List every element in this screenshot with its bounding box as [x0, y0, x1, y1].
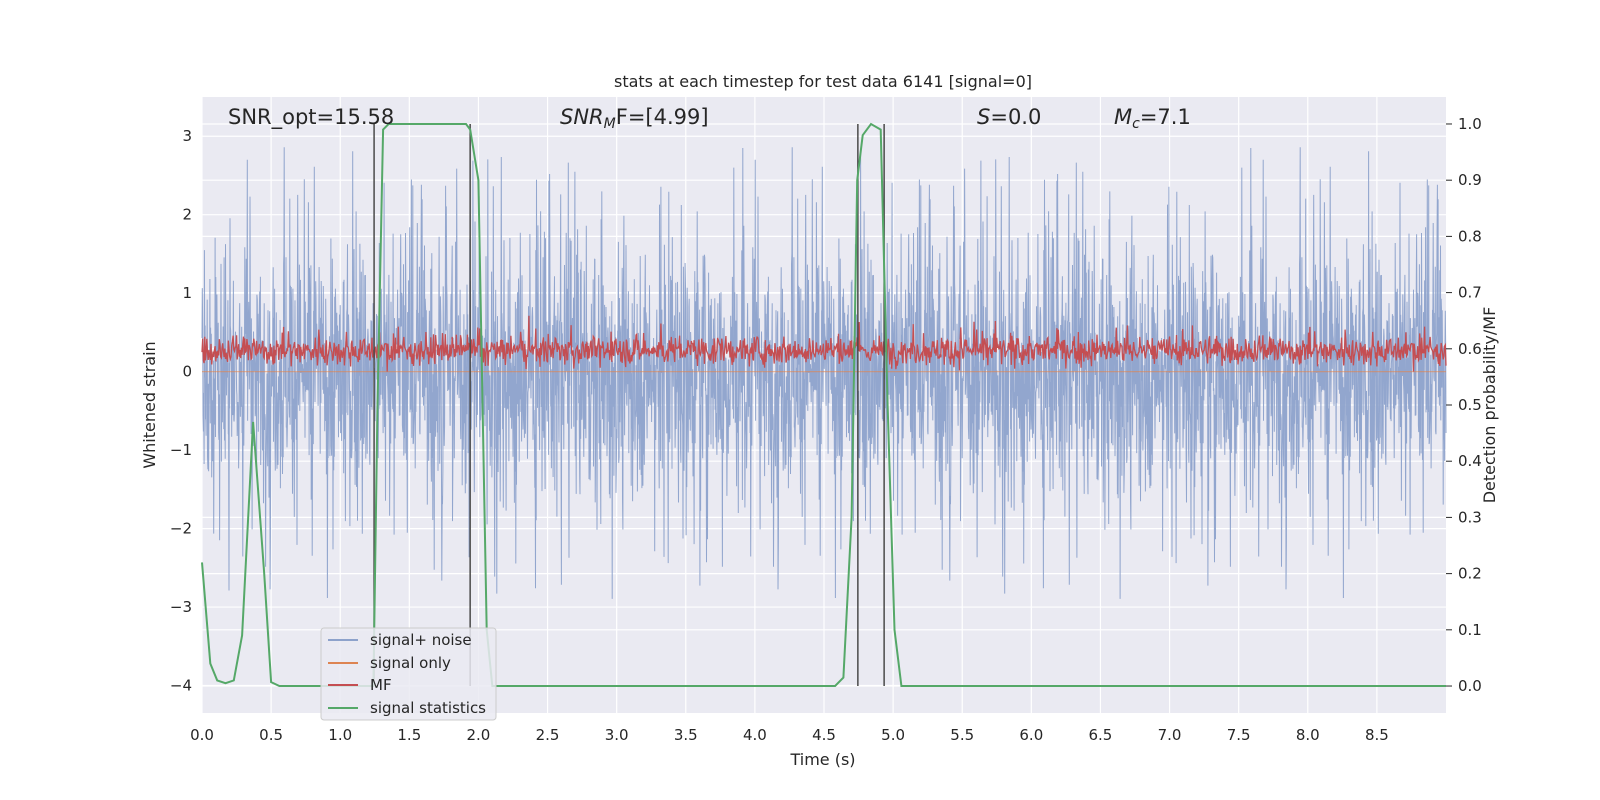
- x-tick-label: 4.5: [812, 726, 836, 744]
- legend-label-noise: signal+ noise: [370, 631, 472, 649]
- chart-title: stats at each timestep for test data 614…: [614, 72, 1032, 91]
- x-tick-label: 2.5: [536, 726, 560, 744]
- x-tick-label: 1.0: [328, 726, 352, 744]
- y-left-tick-label: −1: [170, 441, 192, 459]
- y-left-tick-label: 0: [182, 363, 192, 381]
- y-right-tick-label: 0.6: [1458, 340, 1482, 358]
- annotation-snr-mf-sub: M: [604, 116, 616, 132]
- x-tick-label: 3.5: [674, 726, 698, 744]
- signal-noise-line: [201, 147, 1447, 599]
- x-tick-label: 2.0: [467, 726, 491, 744]
- annotation-snr-opt: SNR_opt=15.58: [228, 105, 394, 130]
- legend-label-mf: MF: [370, 676, 392, 694]
- y-right-tick-label: 0.9: [1458, 171, 1482, 189]
- x-tick-label: 8.5: [1365, 726, 1389, 744]
- y-left-tick-label: −4: [170, 677, 192, 695]
- annotation-snr-mf-name: SNR: [560, 105, 604, 129]
- annotation-mc-name: M: [1114, 105, 1132, 129]
- annotation-s: S=0.0: [977, 105, 1041, 129]
- y-left-tick-label: −2: [170, 520, 192, 538]
- annotation-mc: Mc=7.1: [1114, 105, 1191, 132]
- x-tick-label: 6.5: [1089, 726, 1113, 744]
- y-right-tick-label: 0.0: [1458, 677, 1482, 695]
- x-tick-label: 7.0: [1158, 726, 1182, 744]
- x-axis-label: Time (s): [789, 750, 855, 769]
- annotation-s-tail: =0.0: [990, 105, 1041, 129]
- y-right-axis-ticks: 1.0 0.9 0.8 0.7 0.6 0.5 0.4 0.3 0.2 0.1 0.0: [1446, 115, 1482, 695]
- y-left-axis-label: Whitened strain: [140, 341, 159, 468]
- x-tick-label: 6.0: [1019, 726, 1043, 744]
- x-tick-label: 7.5: [1227, 726, 1251, 744]
- x-tick-label: 0.5: [259, 726, 283, 744]
- y-right-tick-label: 0.3: [1458, 508, 1482, 526]
- x-tick-label: 3.0: [605, 726, 629, 744]
- y-right-tick-label: 0.5: [1458, 396, 1482, 414]
- y-right-tick-label: 0.1: [1458, 621, 1482, 639]
- legend-label-stats: signal statistics: [370, 699, 486, 717]
- y-right-tick-label: 0.7: [1458, 284, 1482, 302]
- x-tick-label: 8.0: [1296, 726, 1320, 744]
- y-right-tick-label: 0.2: [1458, 565, 1482, 583]
- legend-label-signal-only: signal only: [370, 654, 451, 672]
- y-left-tick-label: 3: [182, 127, 192, 145]
- x-axis-ticks: 0.0 0.5 1.0 1.5 2.0 2.5 3.0 3.5 4.0 4.5 5.0 5.5 6.0 6…: [190, 726, 1389, 744]
- x-tick-label: 5.5: [950, 726, 974, 744]
- annotation-mc-tail: =7.1: [1140, 105, 1191, 129]
- annotation-snr-mf-tail: F=[4.99]: [616, 105, 709, 129]
- x-tick-label: 5.0: [881, 726, 905, 744]
- annotation-mc-sub: c: [1132, 116, 1140, 132]
- y-right-tick-label: 0.4: [1458, 452, 1482, 470]
- legend-box: [320, 627, 497, 721]
- x-tick-label: 4.0: [743, 726, 767, 744]
- y-right-tick-label: 0.8: [1458, 227, 1482, 245]
- annotation-s-name: S: [977, 105, 990, 129]
- y-left-axis-ticks: 3 2 1 0 −1 −2 −3 −4: [170, 127, 192, 694]
- signal-statistics-line: [201, 122, 1446, 687]
- y-left-tick-label: 1: [182, 284, 192, 302]
- y-right-tick-label: 1.0: [1458, 115, 1482, 133]
- x-tick-label: 1.5: [397, 726, 421, 744]
- legend: signal+ noise signal only MF signal stat…: [320, 627, 497, 721]
- y-right-axis-label: Detection probability/MF: [1480, 307, 1499, 504]
- y-left-tick-label: 2: [182, 206, 192, 224]
- mf-line: [201, 315, 1447, 372]
- plot-area: [201, 122, 1447, 687]
- y-left-tick-label: −3: [170, 598, 192, 616]
- x-tick-label: 0.0: [190, 726, 214, 744]
- annotation-snr-mf: SNRMF=[4.99]: [560, 105, 709, 132]
